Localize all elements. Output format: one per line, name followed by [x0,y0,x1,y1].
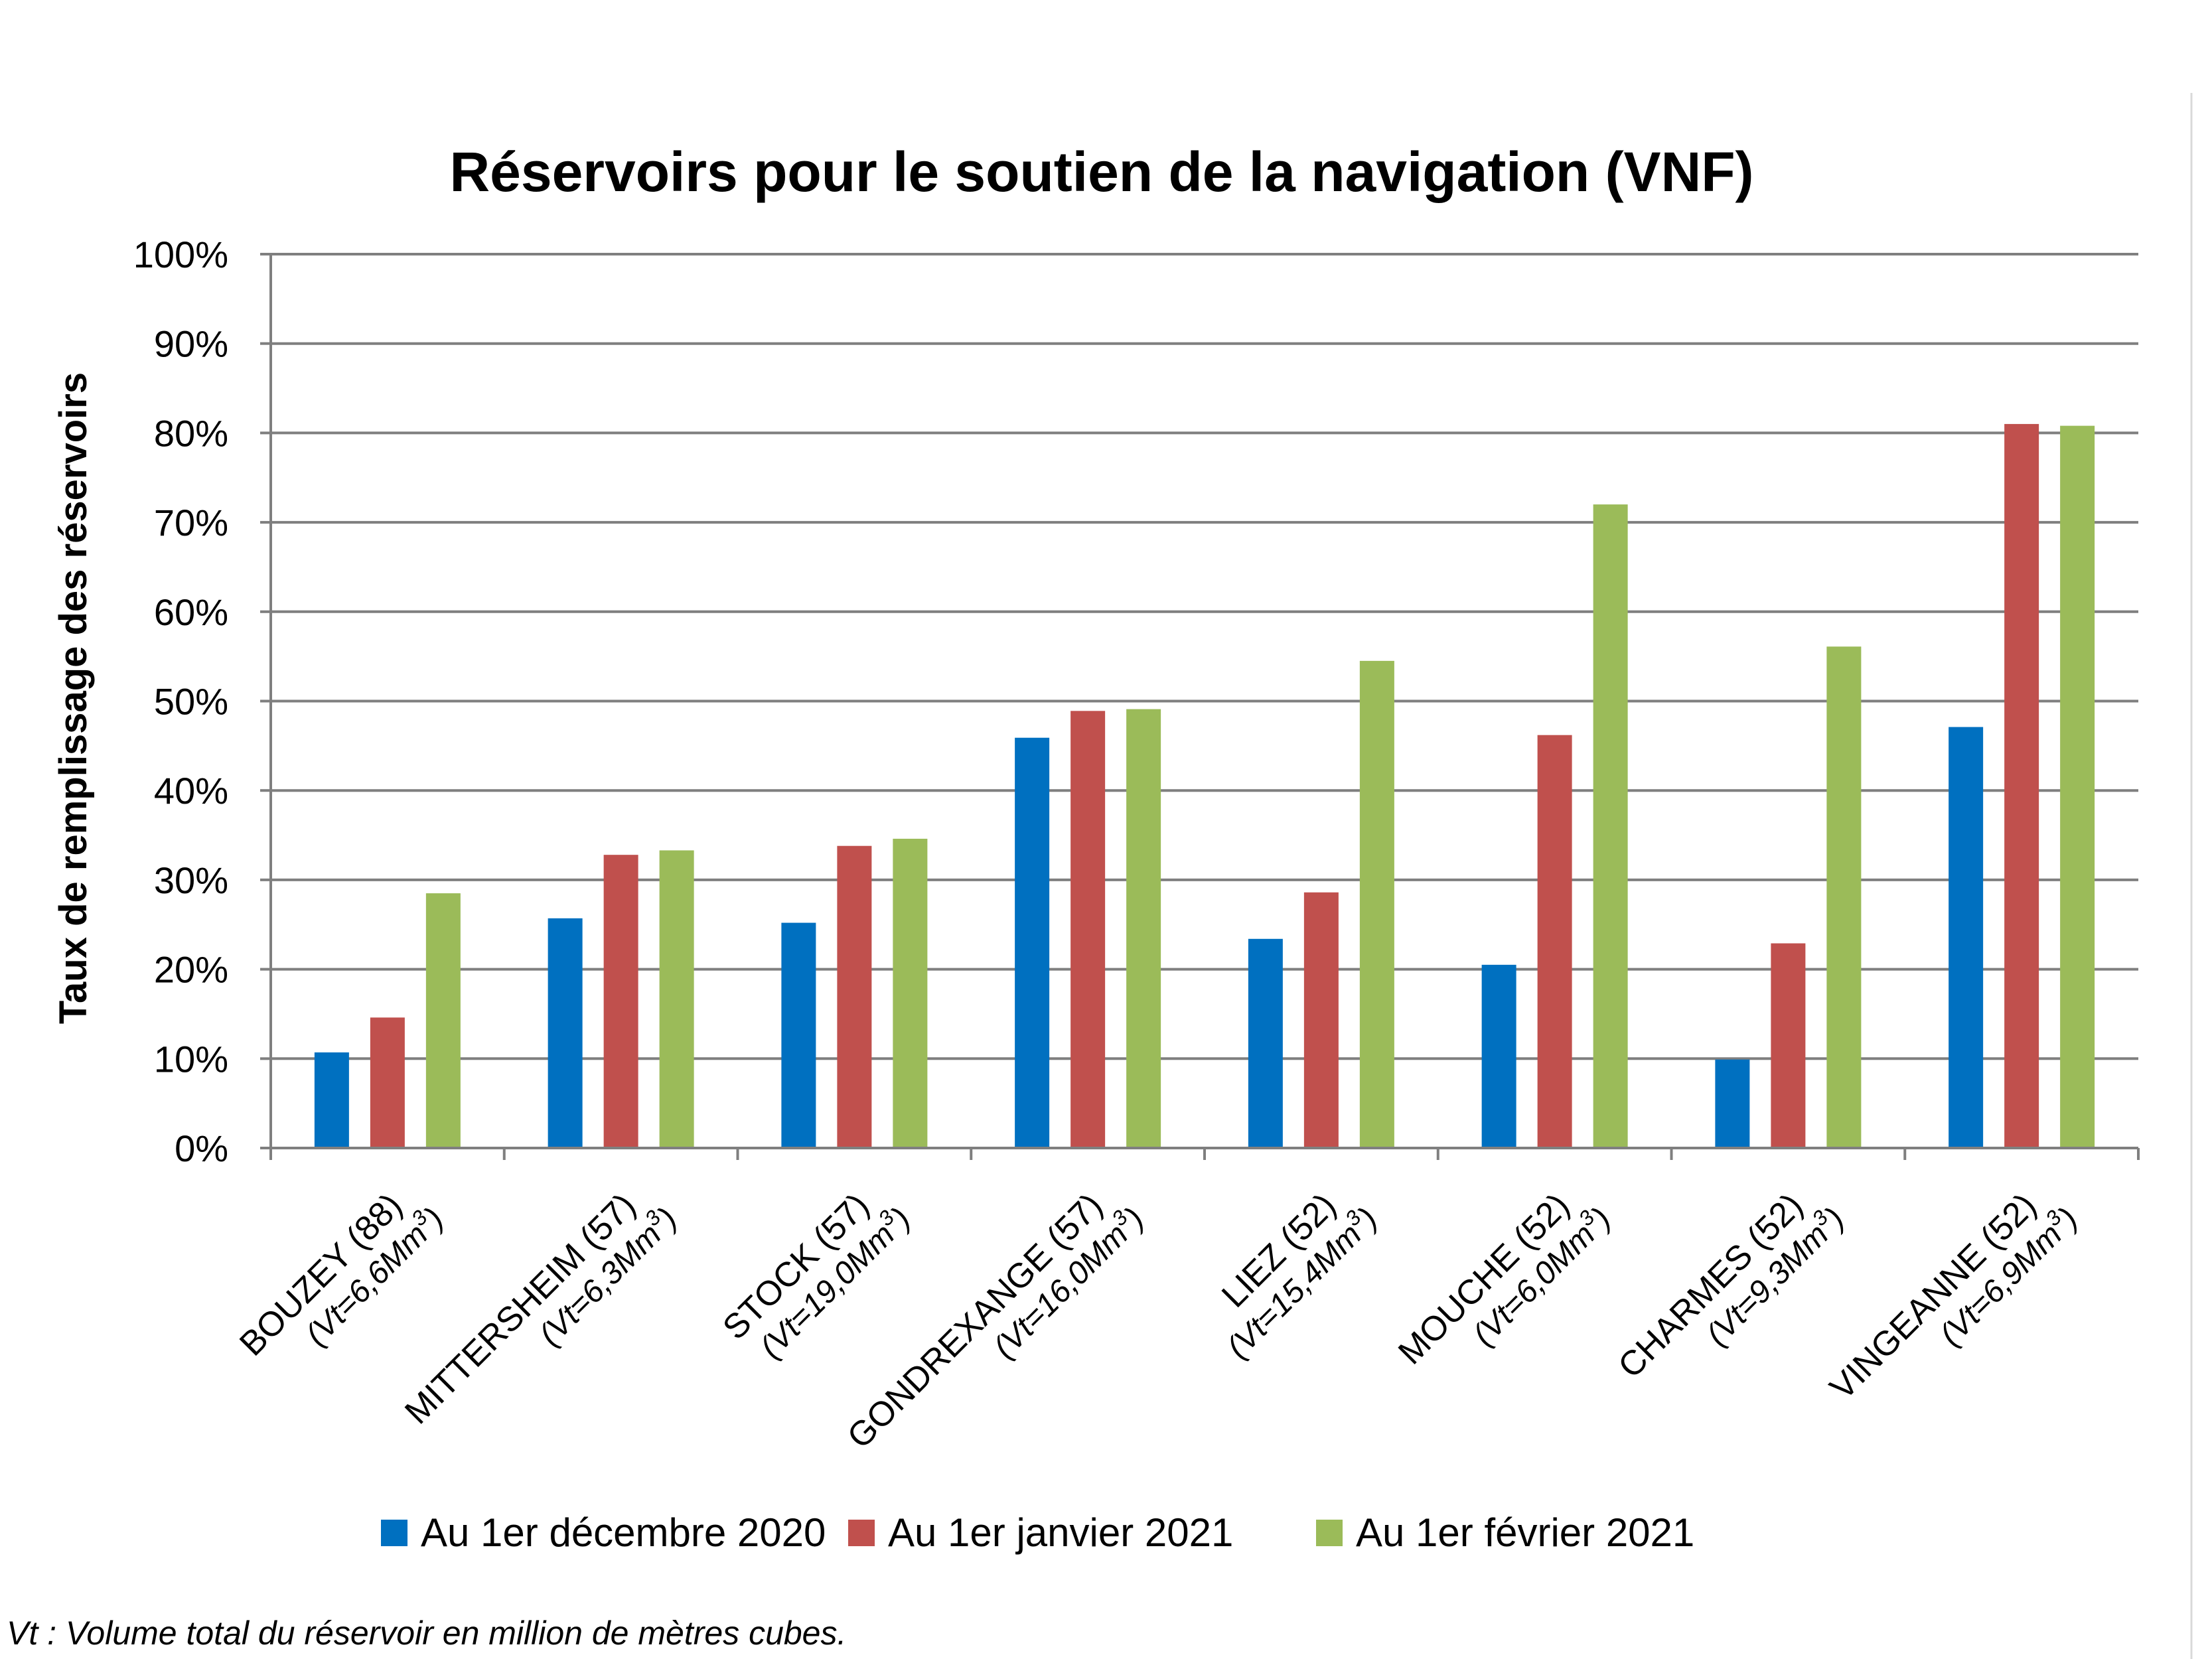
bar [1070,711,1105,1148]
bar [781,923,816,1148]
bar [1593,504,1628,1148]
x-category-label: MOUCHE (52)(Vt=6,0Mm3) [1391,1172,1618,1399]
y-tick-label: 60% [154,591,228,633]
legend: Au 1er décembre 2020 Au 1er janvier 2021 A… [381,1510,1694,1555]
bar [2004,424,2039,1148]
bar [1715,1060,1749,1148]
bar [604,855,638,1148]
y-tick-label: 80% [154,412,228,454]
y-tick-label: 40% [154,770,228,812]
bar [893,839,927,1148]
y-tick-label: 70% [154,502,228,543]
footnote: Vt : Volume total du réservoir en millio… [7,1615,846,1652]
x-category-label: STOCK (57)(Vt=19,0Mm3) [715,1172,917,1374]
y-tick-label: 0% [175,1127,228,1169]
bar [1826,646,1861,1148]
y-tick-label: 30% [154,859,228,901]
y-tick-label: 90% [154,323,228,365]
x-category-label: CHARMES (52)(Vt=9,3Mm3) [1611,1172,1851,1412]
y-tick-label: 20% [154,949,228,991]
legend-label: Au 1er février 2021 [1356,1510,1694,1555]
x-category-label: BOUZEY (88)(Vt=6,6Mm3) [232,1172,451,1390]
y-axis-label: Taux de remplissage des réservoirs [52,372,95,1024]
y-tick-labels: 0% 10% 20% 30% 40% 50% 60% 70% 80% 90% 100% [133,234,228,1169]
bar [1538,735,1572,1148]
bar [426,893,461,1148]
x-category-labels: BOUZEY (88)(Vt=6,6Mm3)MITTERSHEIM (57)(V… [232,1172,2085,1482]
bar [1360,661,1394,1148]
bar [1248,939,1283,1148]
chart: Réservoirs pour le soutien de la navigat… [0,0,2212,1659]
bar [1949,727,1983,1148]
bar [1482,965,1516,1148]
legend-swatch [381,1520,407,1546]
x-category-label: VINGEANNE (52)(Vt=6,9Mm3) [1822,1172,2085,1434]
bars [315,424,2095,1148]
bar [548,918,583,1148]
bar [1126,709,1161,1148]
legend-label: Au 1er janvier 2021 [888,1510,1233,1555]
bar [660,850,694,1148]
y-tick-label: 50% [154,681,228,723]
bar [837,846,871,1148]
bar [2060,426,2095,1148]
legend-swatch [1316,1520,1343,1546]
x-category-label: MITTERSHEIM (57)(Vt=6,3Mm3) [398,1172,684,1458]
bar [1771,944,1805,1148]
chart-title: Réservoirs pour le soutien de la navigat… [449,141,1753,203]
legend-label: Au 1er décembre 2020 [421,1510,826,1555]
y-tick-label: 100% [133,234,228,275]
bar [370,1017,405,1148]
legend-swatch [848,1520,875,1546]
bar [1015,738,1049,1148]
bar [1304,893,1339,1148]
x-category-label: LIEZ (52)(Vt=15,4Mm3) [1191,1172,1384,1365]
bar [315,1052,349,1148]
y-tick-label: 10% [154,1038,228,1080]
